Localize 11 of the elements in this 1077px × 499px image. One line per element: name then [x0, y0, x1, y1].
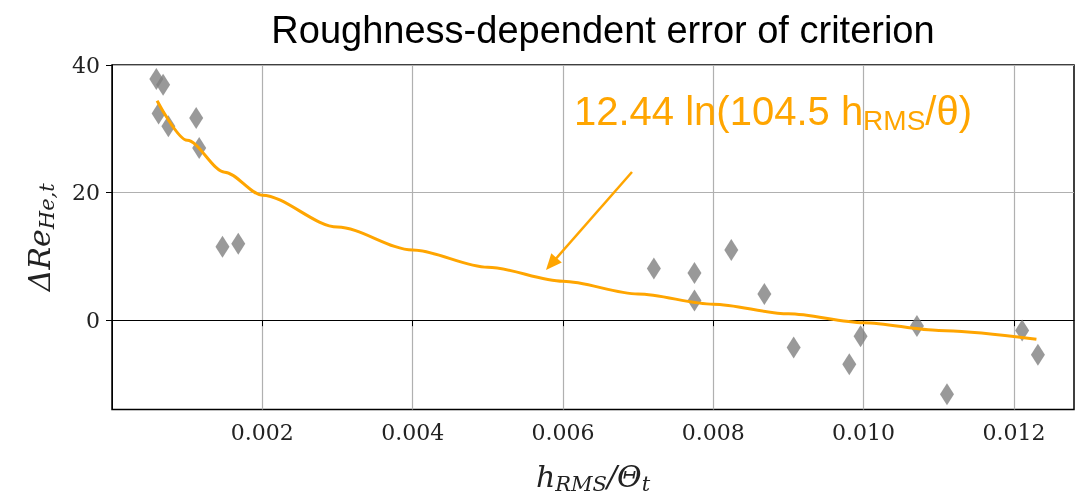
- x-tick-label: 0.008: [681, 420, 745, 445]
- x-tick-label: 0.012: [982, 420, 1046, 445]
- y-axis-title: ΔReHe,t: [22, 182, 59, 293]
- chart-title: Roughness-dependent error of criterion: [271, 9, 935, 51]
- x-tick-label: 0.002: [230, 420, 294, 445]
- y-tick-label: 20: [72, 180, 100, 206]
- y-tick-label: 40: [72, 52, 100, 78]
- y-tick-label: 0: [86, 307, 100, 333]
- x-tick-label: 0.006: [531, 420, 595, 445]
- x-tick-label: 0.010: [832, 420, 896, 445]
- x-tick-label: 0.004: [381, 420, 445, 445]
